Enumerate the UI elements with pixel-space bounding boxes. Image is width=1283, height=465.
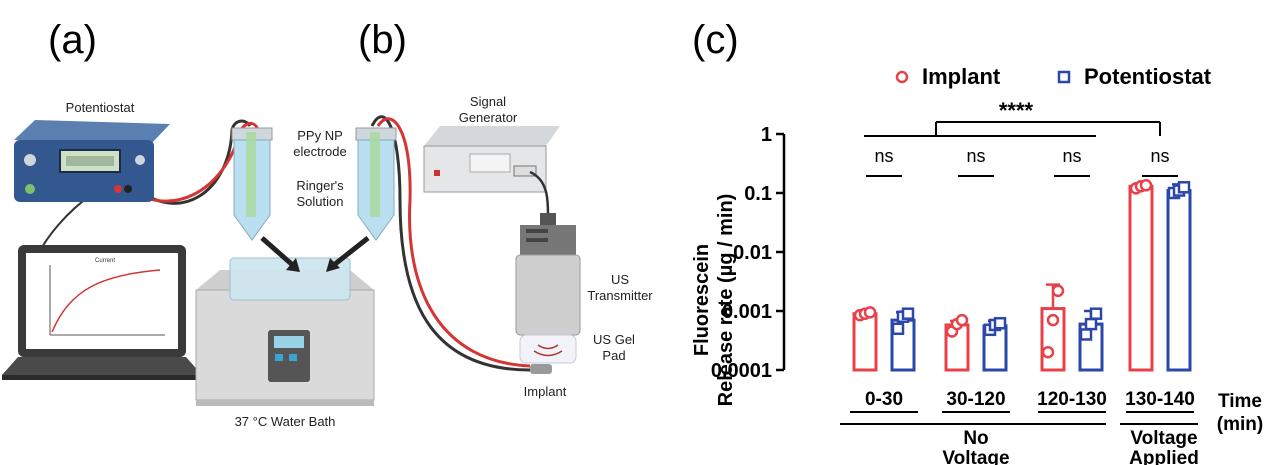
x-tick-label: 120-130 (1037, 389, 1107, 410)
experimental-setup-illustration: Current (2, 115, 581, 406)
y-axis-label-line1: Fluorescein (691, 244, 713, 356)
group-label-line2: Applied (1129, 448, 1199, 465)
bar-implant (852, 312, 878, 372)
data-point-implant (1139, 179, 1153, 192)
data-point-potentiostat (1177, 181, 1191, 194)
us-transmitter-line1: US (610, 272, 630, 287)
y-tick-label: 0.1 (744, 183, 772, 205)
y-axis-label-line2: Release rate (µg / min) (715, 194, 737, 407)
data-point-implant (1046, 313, 1060, 327)
laptop: Current (2, 245, 202, 380)
pairwise-significance-label: ns (874, 146, 893, 166)
panel-label-c: (c) (692, 18, 739, 62)
pairwise-significance-label: ns (1150, 146, 1169, 166)
ppy-electrode-line1: PPy NP (297, 128, 343, 143)
x-tick-label: 30-120 (946, 389, 1005, 410)
us-gel-pad-line1: US Gel (593, 332, 635, 347)
legend-implant-label: Implant (922, 64, 1001, 89)
x-axis-title-line2: (min) (1217, 414, 1263, 435)
us-transmitter-label: US Transmitter (580, 272, 660, 304)
generator-cable (529, 170, 550, 216)
data-point-implant (1041, 345, 1055, 359)
data-point-potentiostat (891, 322, 905, 336)
data-point-potentiostat (1079, 328, 1093, 341)
x-tick-label: 0-30 (865, 389, 903, 410)
panel-label-a: (a) (48, 18, 97, 62)
bar-potentiostat (1166, 189, 1192, 372)
y-tick-label: 1 (761, 124, 772, 146)
tube-b (355, 127, 397, 241)
signal-generator-label: Signal Generator (448, 94, 528, 126)
us-transmitter (515, 213, 581, 374)
us-transmitter-line2: Transmitter (587, 288, 653, 303)
implant-label: Implant (523, 384, 567, 399)
water-bath (195, 257, 375, 406)
signal-generator (423, 126, 560, 193)
data-point-implant (955, 313, 969, 327)
data-point-potentiostat (901, 307, 915, 320)
potentiostat-label: Potentiostat (65, 100, 135, 115)
data-point-implant (863, 306, 877, 319)
potentiostat-device (14, 120, 170, 202)
signal-generator-line1: Signal (469, 94, 507, 109)
ringers-line1: Ringer's (296, 178, 344, 193)
y-tick-label: 0.0001 (711, 360, 772, 382)
bar-implant (1128, 184, 1154, 372)
data-point-potentiostat (993, 316, 1007, 330)
us-gel-pad-label: US Gel Pad (584, 332, 644, 364)
ringers-label: Ringer's Solution (280, 178, 360, 210)
laptop-plot-title: Current (95, 258, 115, 264)
pairwise-significance-label: ns (966, 146, 985, 166)
ppy-electrode-line2: electrode (293, 144, 347, 159)
x-axis-title-line1: Time (1218, 391, 1262, 412)
group-label-line1: No (963, 428, 988, 449)
pairwise-significance-label: ns (1062, 146, 1081, 166)
data-point-potentiostat (1084, 317, 1098, 331)
arrow-a (260, 236, 298, 270)
y-tick-label: 0.01 (733, 242, 772, 264)
legend-implant-marker (895, 70, 909, 84)
ringers-line2: Solution (296, 194, 344, 209)
x-tick-label: 130-140 (1125, 389, 1195, 410)
ppy-electrode-label: PPy NP electrode (280, 128, 360, 160)
water-bath-label: 37 °C Water Bath (234, 414, 336, 429)
red-wire-b (376, 117, 531, 368)
us-gel-pad-line2: Pad (602, 348, 626, 363)
data-point-implant (1051, 284, 1065, 298)
y-tick-label: 0.001 (722, 301, 772, 323)
arrow-b (328, 236, 370, 270)
data-point-potentiostat (1089, 307, 1103, 320)
red-wire-a (117, 122, 260, 203)
release-rate-chart: Fluorescein Release rate (µg / min) Time… (691, 64, 1263, 465)
panel-label-b: (b) (358, 18, 407, 62)
legend-potentiostat-marker (1057, 70, 1071, 84)
legend-potentiostat-label: Potentiostat (1084, 64, 1212, 89)
tube-a (231, 127, 273, 241)
overall-significance-label: **** (999, 98, 1034, 123)
group-label-line1: Voltage (1130, 428, 1197, 449)
signal-generator-line2: Generator (458, 110, 518, 125)
group-label-line2: Voltage (942, 448, 1009, 465)
